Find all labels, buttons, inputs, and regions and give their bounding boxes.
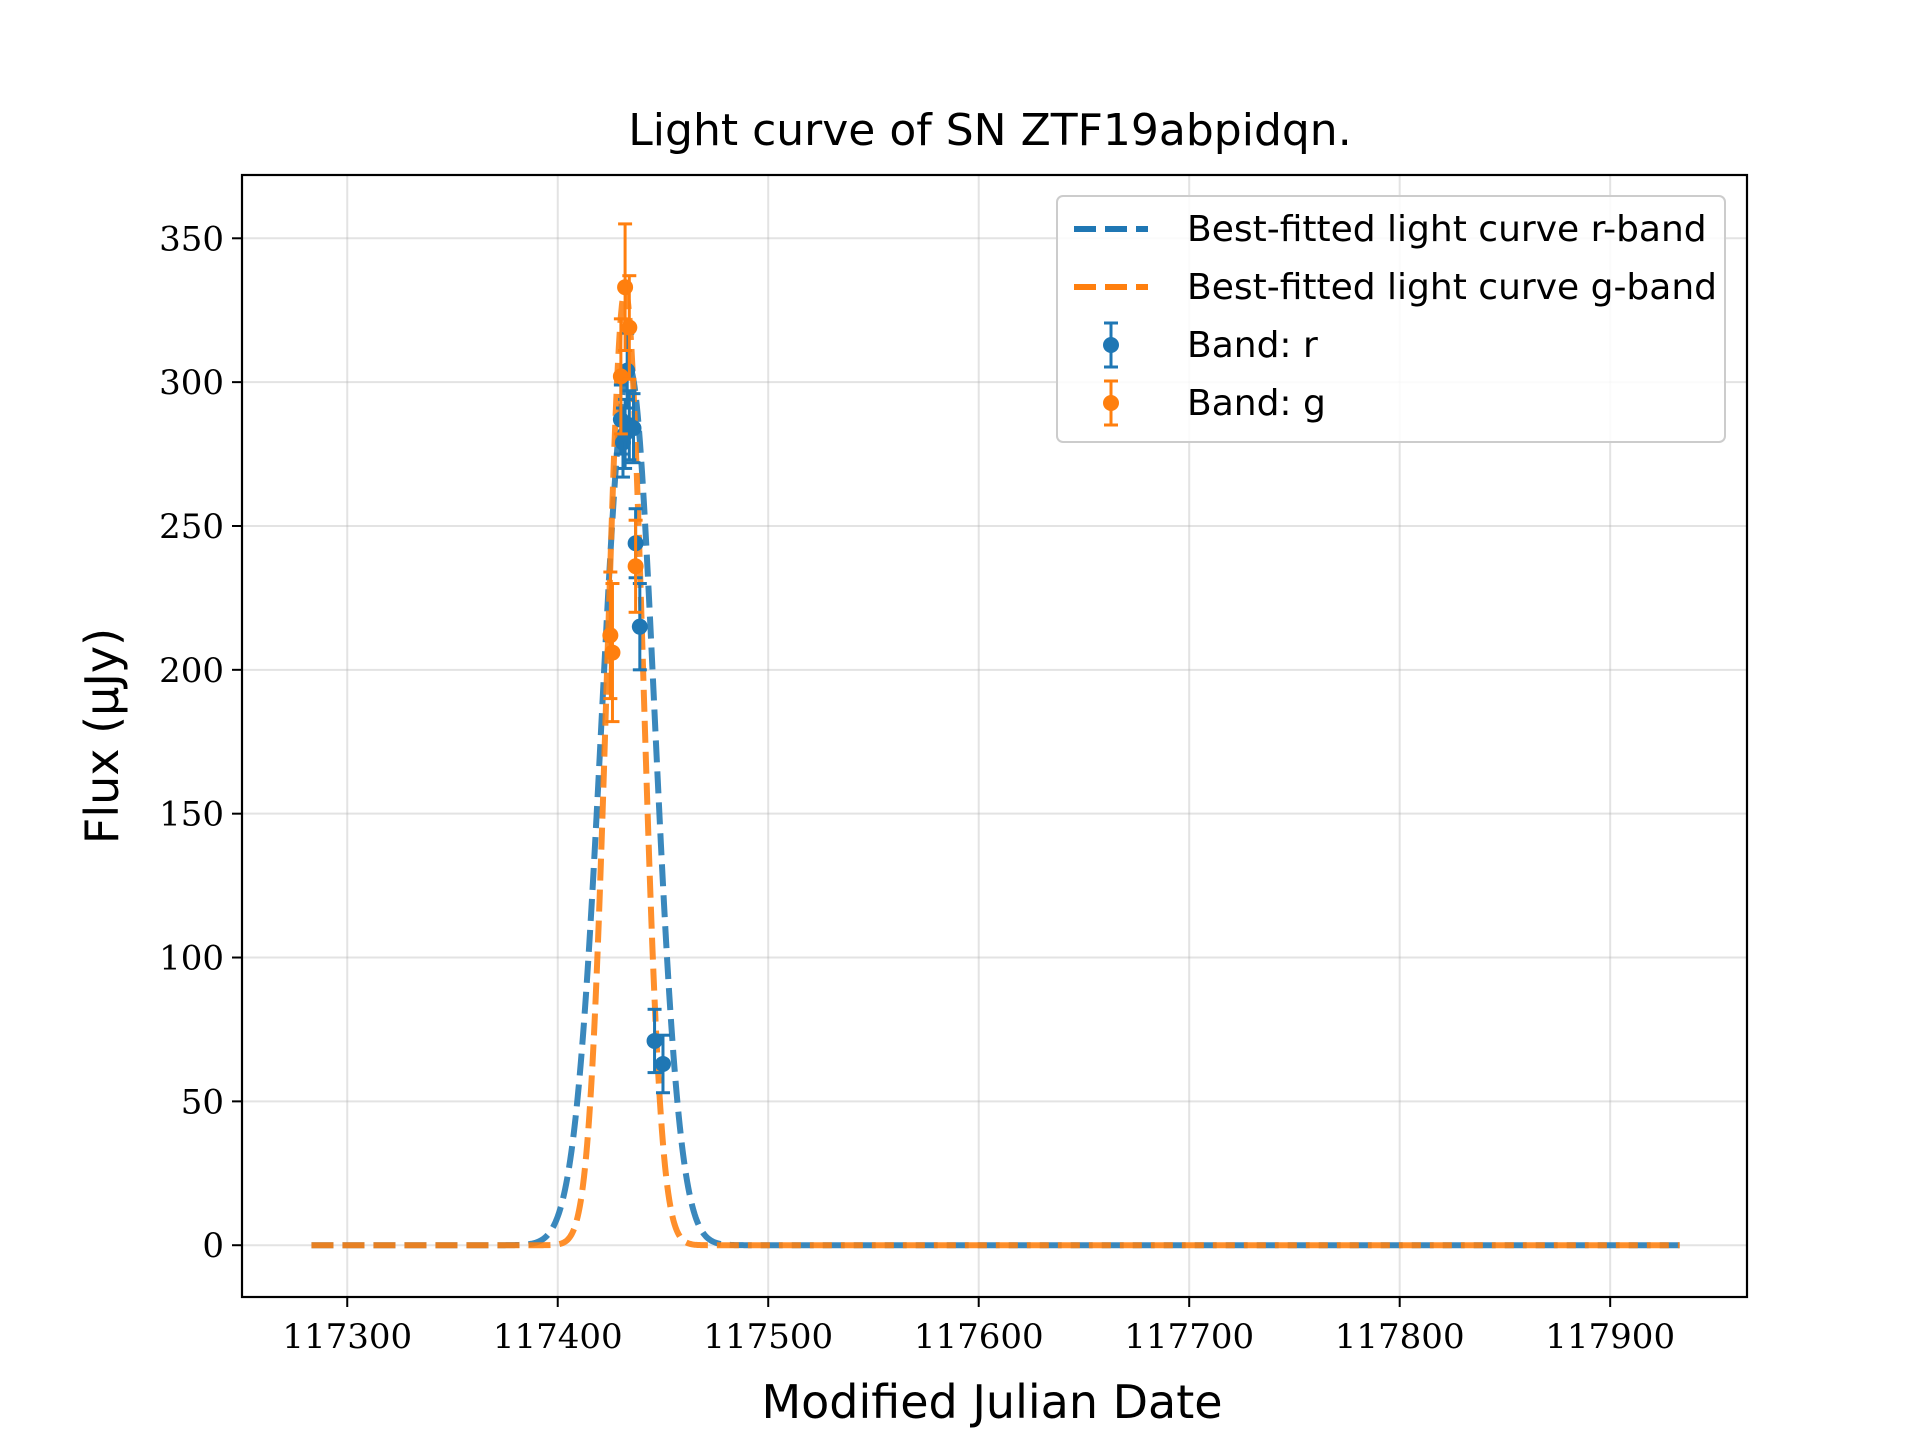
legend-swatch-point-r	[1103, 337, 1119, 353]
series-g-band	[602, 222, 644, 724]
y-tick-label: 100	[159, 939, 224, 979]
data-point	[631, 618, 648, 635]
x-tick-label: 117500	[703, 1317, 833, 1357]
x-tick-label: 117900	[1545, 1317, 1675, 1357]
legend-entries: Best-fitted light curve r-band Best-fitte…	[1074, 209, 1717, 427]
y-tick-label: 300	[159, 363, 224, 403]
data-point	[625, 420, 642, 437]
data-point	[604, 644, 621, 661]
legend: Best-fitted light curve r-band Best-fitte…	[1056, 195, 1726, 443]
legend-label-fit-g: Best-fitted light curve g-band	[1187, 267, 1717, 308]
y-tick-label: 350	[159, 219, 224, 259]
x-axis-label: Modified Julian Date	[761, 1375, 1222, 1429]
fit-curve-g-band	[311, 284, 1680, 1249]
grid	[242, 175, 1747, 1297]
fit-curves	[311, 284, 1680, 1249]
y-tick-label: 200	[159, 651, 224, 691]
x-tick-label: 117400	[493, 1317, 623, 1357]
legend-label-band-r: Band: r	[1187, 325, 1318, 366]
y-tick-label: 250	[159, 507, 224, 547]
x-axis-ticks: 117300 117400 117500 117600 117700 117800 1179…	[282, 1297, 1675, 1357]
data-point	[612, 368, 629, 385]
y-tick-label: 150	[159, 795, 224, 835]
data-point	[654, 1055, 671, 1072]
y-axis-ticks: 0 50 100 150 200 250 300 350	[159, 219, 242, 1266]
chart-title: Light curve of SN ZTF19abpidqn.	[628, 105, 1351, 156]
legend-box	[1056, 195, 1726, 443]
data-point	[646, 1032, 663, 1049]
x-tick-label: 117300	[282, 1317, 412, 1357]
y-axis-label: Flux (μJy)	[75, 628, 129, 844]
data-point	[621, 319, 638, 336]
data-points	[602, 222, 671, 1095]
legend-swatch-point-g	[1103, 395, 1119, 411]
legend-label-fit-r: Best-fitted light curve r-band	[1187, 209, 1707, 250]
x-tick-label: 117800	[1335, 1317, 1465, 1357]
plot-frame	[240, 173, 1749, 1299]
y-tick-label: 0	[202, 1226, 224, 1266]
legend-label-band-g: Band: g	[1187, 383, 1326, 424]
data-point	[627, 558, 644, 575]
y-tick-label: 50	[181, 1082, 224, 1122]
x-tick-label: 117700	[1124, 1317, 1254, 1357]
x-tick-label: 117600	[914, 1317, 1044, 1357]
data-point	[602, 627, 619, 644]
